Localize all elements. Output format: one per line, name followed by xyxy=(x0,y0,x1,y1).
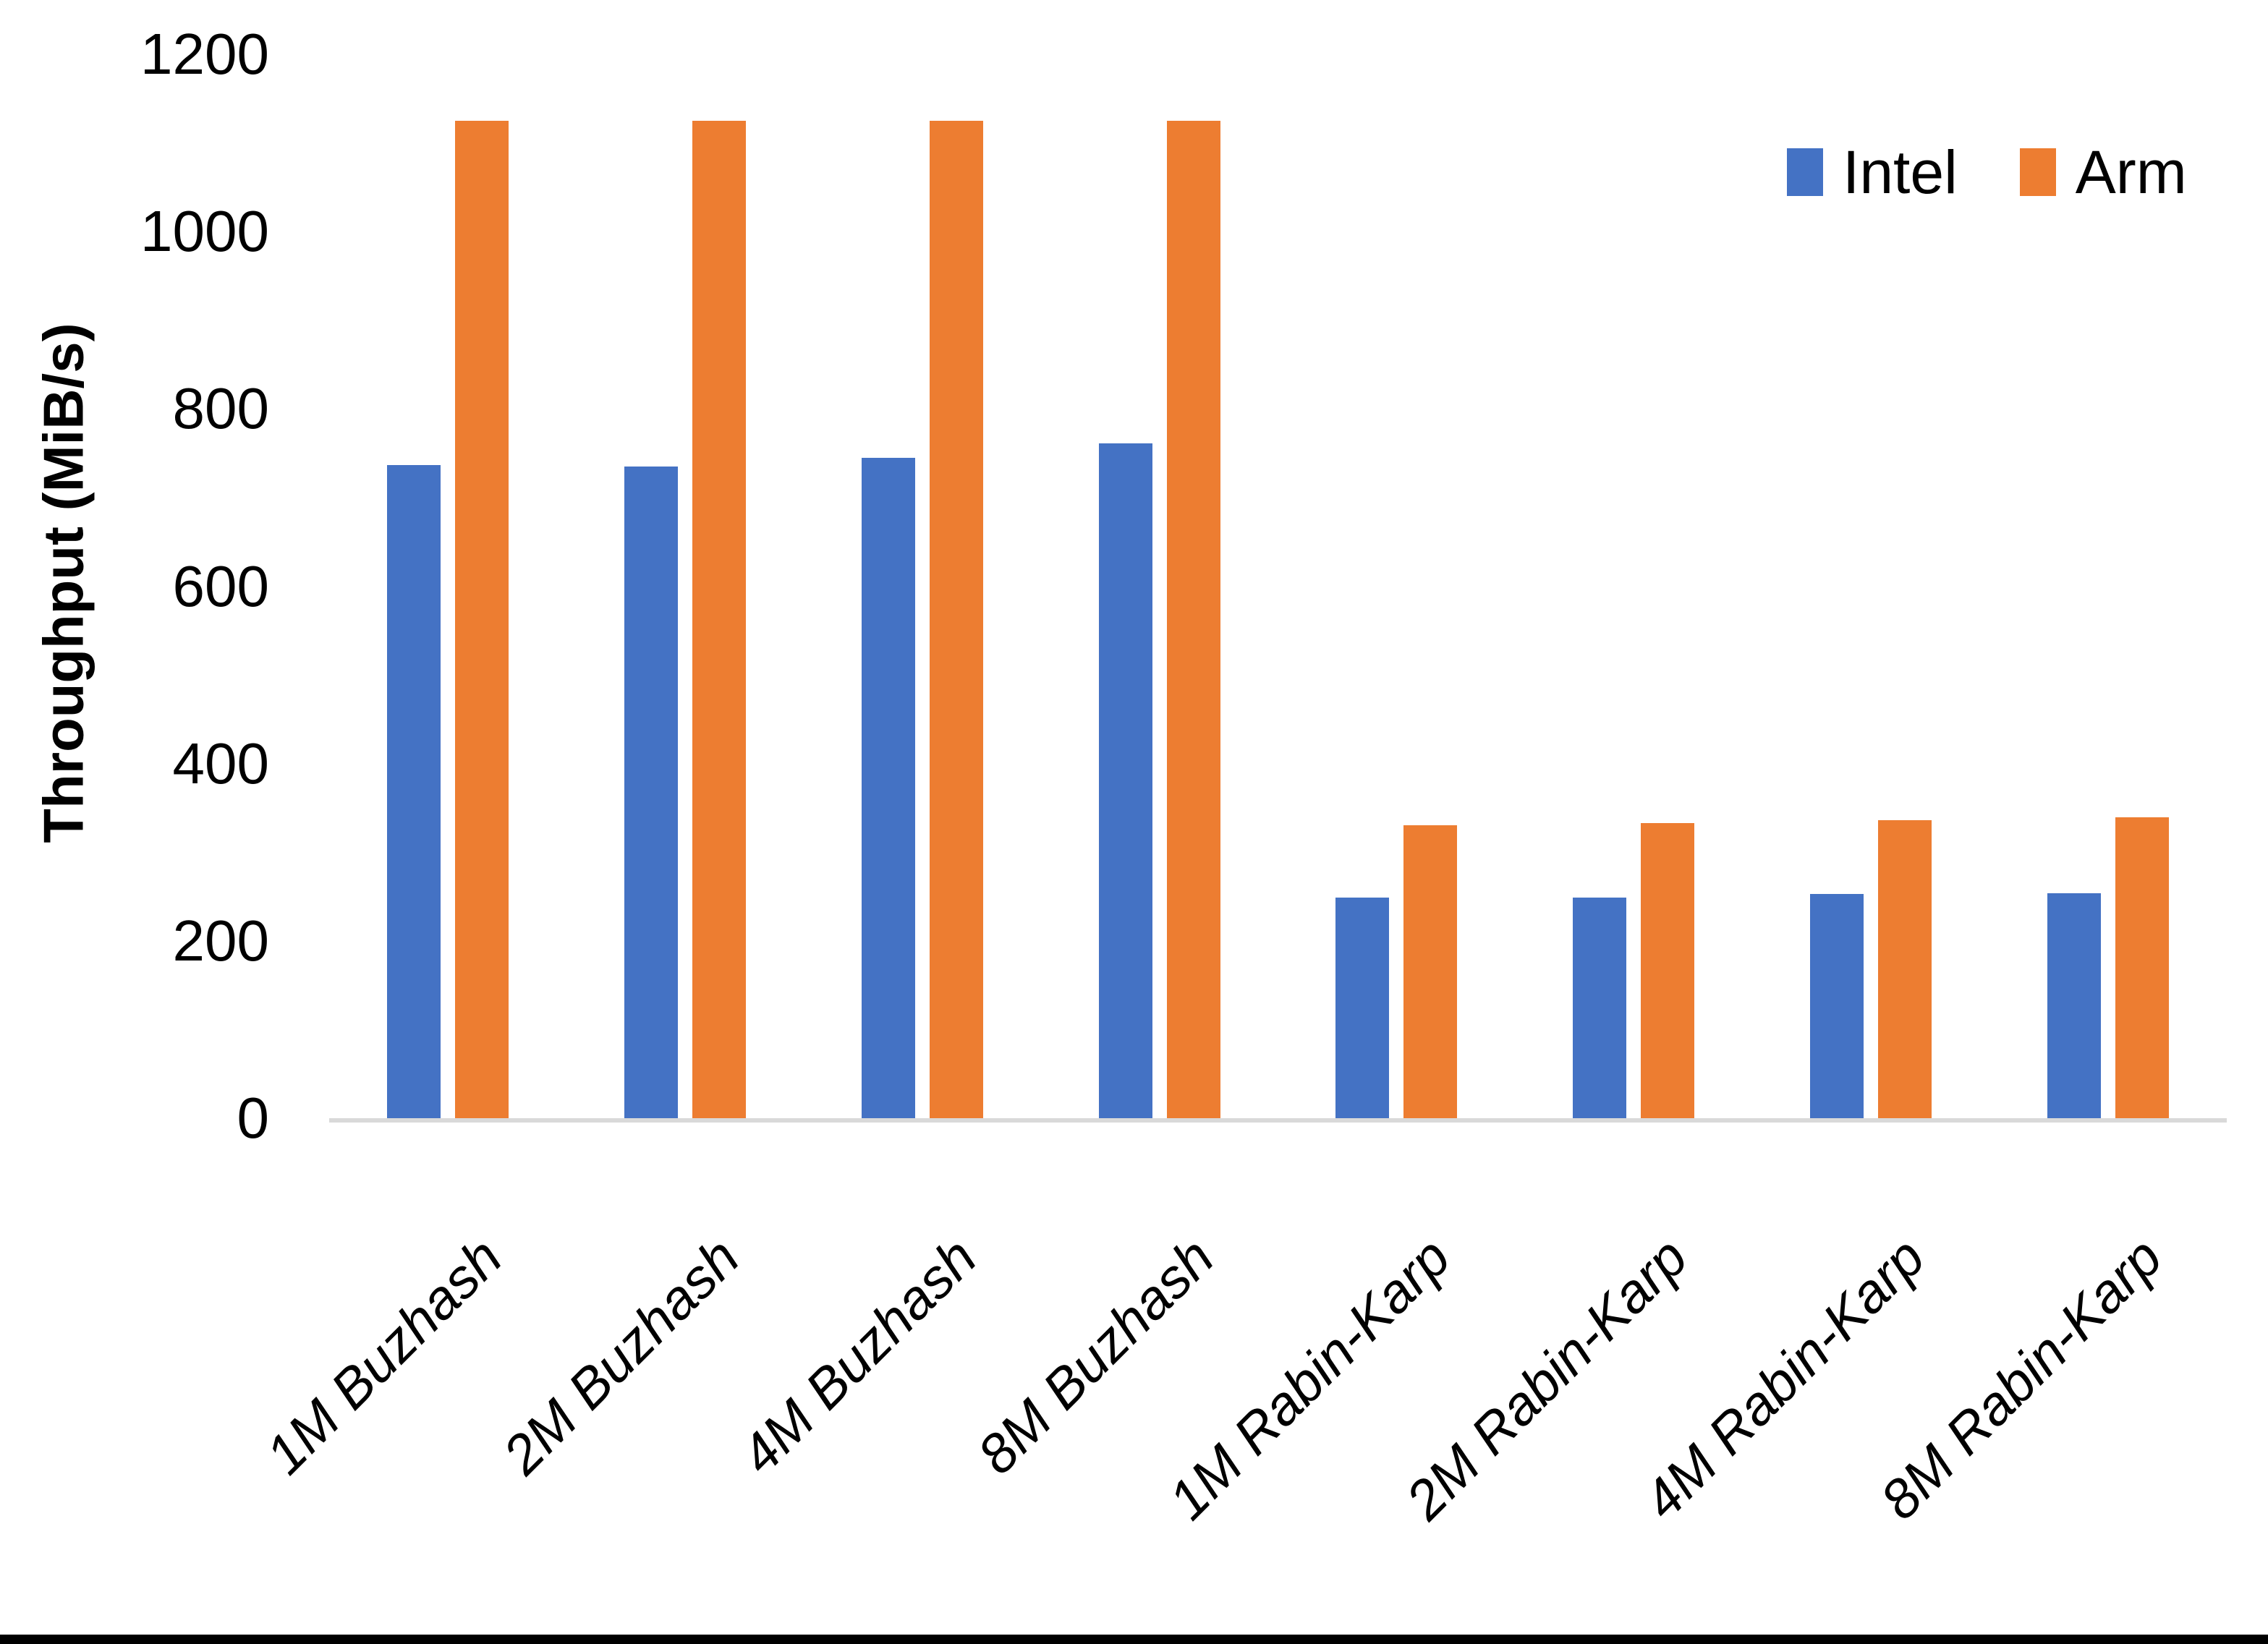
plot-area xyxy=(329,54,2227,1123)
legend-item-intel: Intel xyxy=(1787,137,1958,207)
x-axis-label-3: 4M Buzhash xyxy=(728,1226,988,1486)
y-tick-label-600: 600 xyxy=(172,554,269,618)
legend-label-intel: Intel xyxy=(1843,138,1958,206)
legend-label-arm: Arm xyxy=(2075,138,2187,206)
bar-arm-3 xyxy=(930,120,983,1118)
bar-arm-5 xyxy=(1403,825,1457,1118)
bar-arm-2 xyxy=(692,120,746,1118)
bottom-border xyxy=(0,1635,2268,1644)
x-axis-label-1: 1M Buzhash xyxy=(253,1226,514,1486)
bar-arm-8 xyxy=(2115,817,2169,1118)
bar-arm-4 xyxy=(1167,120,1220,1118)
legend-swatch-arm xyxy=(2019,148,2056,196)
bar-arm-1 xyxy=(455,120,509,1118)
bar-intel-7 xyxy=(1810,893,1864,1118)
bar-intel-1 xyxy=(387,464,441,1118)
bar-intel-2 xyxy=(624,467,678,1118)
x-axis-label-2: 2M Buzhash xyxy=(490,1226,751,1486)
x-axis-label-4: 8M Buzhash xyxy=(965,1226,1226,1486)
legend-item-arm: Arm xyxy=(2019,137,2187,207)
y-tick-label-200: 200 xyxy=(172,908,269,973)
legend: Intel Arm xyxy=(1787,137,2187,207)
bar-intel-5 xyxy=(1335,897,1389,1118)
bar-intel-8 xyxy=(2047,893,2101,1118)
bar-intel-4 xyxy=(1099,443,1152,1118)
bar-intel-3 xyxy=(862,457,915,1118)
legend-swatch-intel xyxy=(1787,148,1823,196)
y-tick-label-400: 400 xyxy=(172,731,269,796)
bar-arm-7 xyxy=(1878,820,1932,1118)
bar-arm-6 xyxy=(1641,822,1694,1118)
y-tick-label-1000: 1000 xyxy=(140,199,269,263)
bar-intel-6 xyxy=(1573,897,1626,1118)
y-tick-label-800: 800 xyxy=(172,376,269,440)
y-tick-label-0: 0 xyxy=(237,1086,270,1150)
y-tick-label-1200: 1200 xyxy=(140,22,269,86)
